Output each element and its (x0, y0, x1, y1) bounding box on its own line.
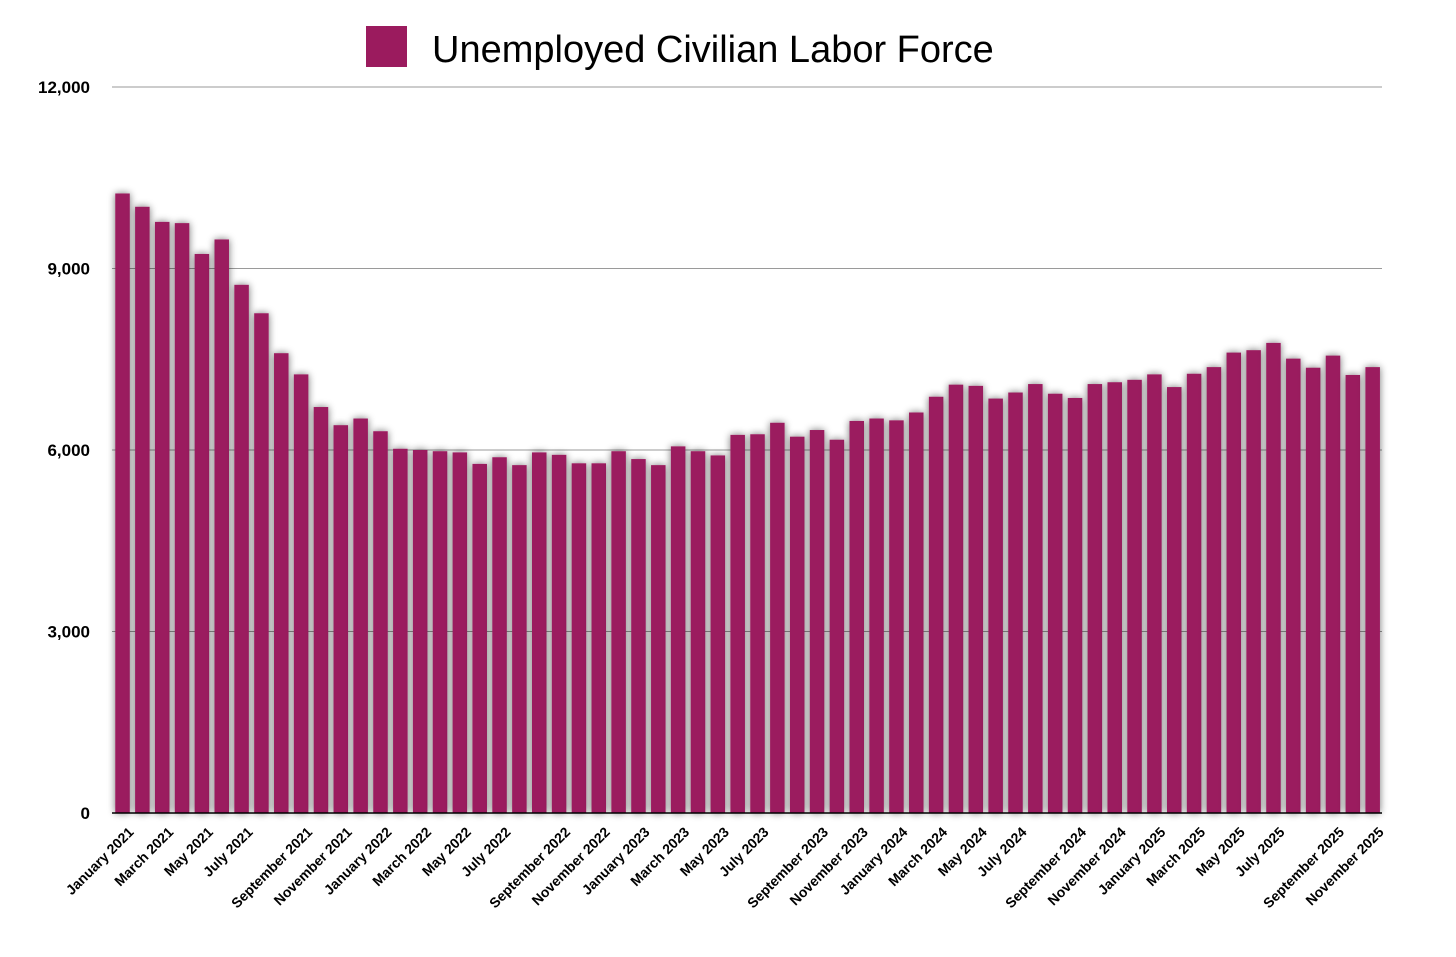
bar (1047, 393, 1063, 813)
bar (869, 418, 884, 813)
bar (452, 452, 468, 813)
y-tick-label: 0 (81, 804, 90, 823)
bar (710, 455, 726, 813)
bar (948, 384, 964, 813)
bar (492, 457, 507, 813)
bar (670, 446, 686, 813)
bar (412, 450, 428, 813)
bar (115, 193, 130, 814)
legend-swatch (366, 26, 407, 67)
bar (611, 451, 626, 813)
bar (293, 374, 309, 814)
bar (1226, 352, 1242, 813)
bar (1286, 358, 1301, 813)
bar (1008, 392, 1023, 813)
bar (1087, 384, 1103, 813)
bar (1325, 355, 1341, 813)
bar (1206, 367, 1222, 813)
y-tick-label: 9,000 (47, 260, 90, 279)
y-axis-tick-labels: 0 3,000 6,000 9,000 12,000 (38, 78, 90, 823)
legend: Unemployed Civilian Labor Force (366, 26, 994, 71)
bar (274, 353, 289, 813)
bar (571, 463, 587, 813)
bar (631, 459, 646, 813)
bar (1127, 379, 1142, 813)
bar (353, 418, 368, 813)
bar (432, 451, 448, 813)
bar (174, 223, 190, 814)
bar (909, 412, 924, 813)
bar (988, 398, 1003, 813)
bar (373, 431, 388, 813)
bar (512, 465, 527, 814)
y-tick-label: 3,000 (47, 623, 90, 642)
bar (690, 451, 706, 813)
bar (750, 434, 765, 813)
bar (651, 465, 666, 814)
bar (1147, 374, 1162, 814)
bar (889, 420, 904, 813)
bar (591, 463, 607, 813)
bar (551, 454, 567, 813)
bar (194, 253, 210, 814)
bar (1345, 374, 1361, 813)
bar (1186, 373, 1202, 813)
y-tick-label: 12,000 (38, 78, 90, 97)
bar (849, 420, 864, 813)
bar (1305, 367, 1321, 813)
y-tick-label: 6,000 (47, 441, 90, 460)
bar (1107, 382, 1122, 813)
bar (730, 434, 745, 814)
bar (968, 385, 984, 813)
bar (154, 221, 170, 813)
bar (1028, 384, 1043, 813)
bar (928, 396, 944, 813)
legend-label: Unemployed Civilian Labor Force (432, 29, 994, 71)
bar (135, 206, 150, 814)
bar (1246, 350, 1261, 813)
bar (809, 430, 825, 813)
bar (1167, 387, 1182, 813)
bar (1365, 367, 1380, 813)
bar (472, 463, 487, 813)
bar (829, 439, 845, 813)
bar (234, 284, 249, 814)
bar (254, 313, 269, 813)
bar (1067, 397, 1083, 813)
bar (770, 422, 785, 813)
bar (1266, 342, 1281, 813)
x-tick-label: January 2021 (63, 824, 137, 898)
bars (115, 193, 1380, 814)
bar (393, 448, 408, 813)
bar (789, 436, 805, 813)
bar (313, 407, 329, 813)
bar (333, 425, 349, 813)
bar (532, 452, 547, 813)
bar (214, 239, 229, 813)
